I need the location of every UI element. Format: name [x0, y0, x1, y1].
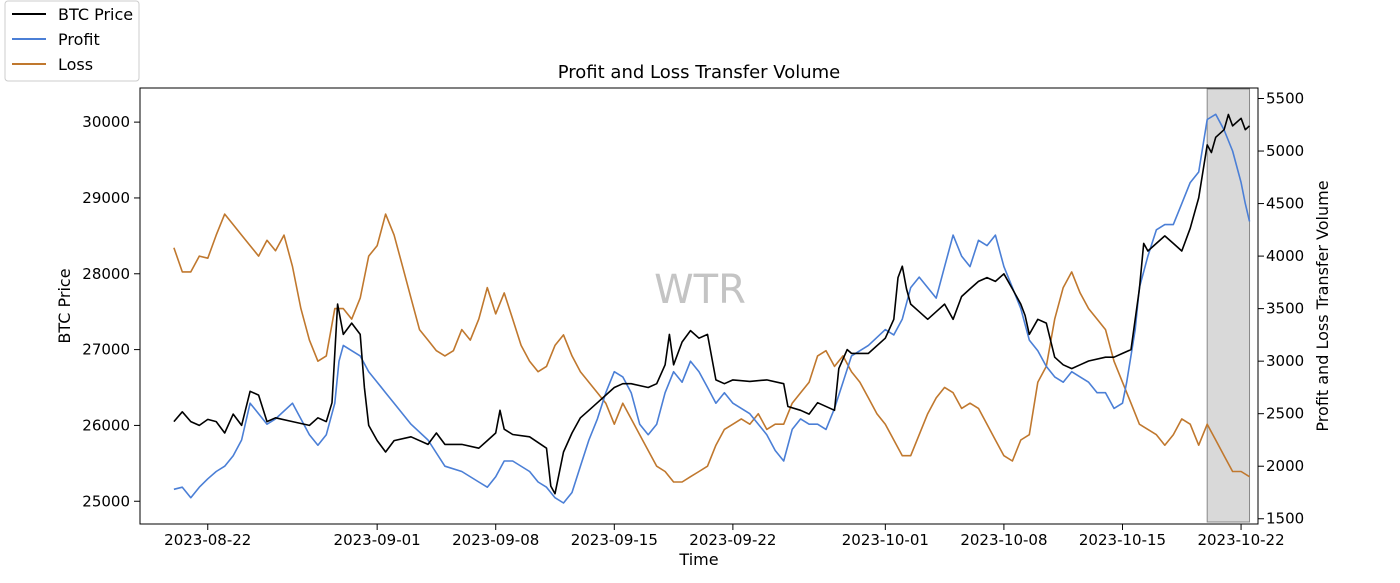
y-left-tick-label: 29000 — [82, 189, 130, 207]
y-right-tick-label: 1500 — [1266, 510, 1304, 528]
y-right-tick-label: 3000 — [1266, 352, 1304, 370]
y-left-tick-label: 30000 — [82, 113, 130, 131]
x-tick-label: 2023-08-22 — [164, 531, 251, 549]
legend-label-profit: Profit — [58, 30, 100, 49]
x-axis: 2023-08-22 2023-09-01 2023-09-08 2023-09-15… — [164, 524, 1285, 549]
x-axis-label: Time — [678, 550, 718, 569]
x-tick-label: 2023-09-01 — [334, 531, 421, 549]
y-axis-right-label: Profit and Loss Transfer Volume — [1313, 180, 1332, 431]
y-right-tick-label: 2000 — [1266, 457, 1304, 475]
y-axis-left: 25000 26000 27000 28000 29000 30000 — [82, 113, 140, 510]
legend-box — [4, 0, 140, 82]
y-right-tick-label: 5500 — [1266, 90, 1304, 108]
y-right-tick-label: 5000 — [1266, 142, 1304, 160]
highlight-band — [1206, 88, 1251, 523]
x-tick-label: 2023-09-15 — [571, 531, 658, 549]
watermark: WTR — [654, 267, 746, 313]
y-left-tick-label: 27000 — [82, 341, 130, 359]
x-tick-label: 2023-10-01 — [842, 531, 929, 549]
x-tick-label: 2023-10-15 — [1079, 531, 1166, 549]
x-tick-label: 2023-09-08 — [452, 531, 539, 549]
y-left-tick-label: 26000 — [82, 416, 130, 434]
plot-frame — [139, 87, 1259, 525]
x-tick-label: 2023-09-22 — [689, 531, 776, 549]
y-axis-left-label: BTC Price — [55, 268, 74, 343]
y-right-tick-label: 3500 — [1266, 300, 1304, 318]
x-tick-label: 2023-10-08 — [960, 531, 1047, 549]
series-line-profit — [173, 113, 1251, 504]
series-line-btc-price — [173, 113, 1251, 495]
legend-label-btc: BTC Price — [58, 5, 133, 24]
y-axis-right: 1500 2000 2500 3000 3500 4000 4500 5000 5500 — [1258, 90, 1304, 528]
series-line-loss — [173, 213, 1250, 483]
plot-area — [139, 87, 1259, 525]
y-right-tick-label: 4500 — [1266, 195, 1304, 213]
y-left-tick-label: 25000 — [82, 492, 130, 510]
series-layer — [173, 113, 1251, 504]
y-right-tick-label: 4000 — [1266, 247, 1304, 265]
legend-label-loss: Loss — [58, 55, 93, 74]
chart-title: Profit and Loss Transfer Volume — [558, 62, 841, 83]
x-tick-label: 2023-10-22 — [1197, 531, 1284, 549]
legend: BTC Price Profit Loss — [4, 0, 140, 82]
y-right-tick-label: 2500 — [1266, 405, 1304, 423]
y-left-tick-label: 28000 — [82, 265, 130, 283]
